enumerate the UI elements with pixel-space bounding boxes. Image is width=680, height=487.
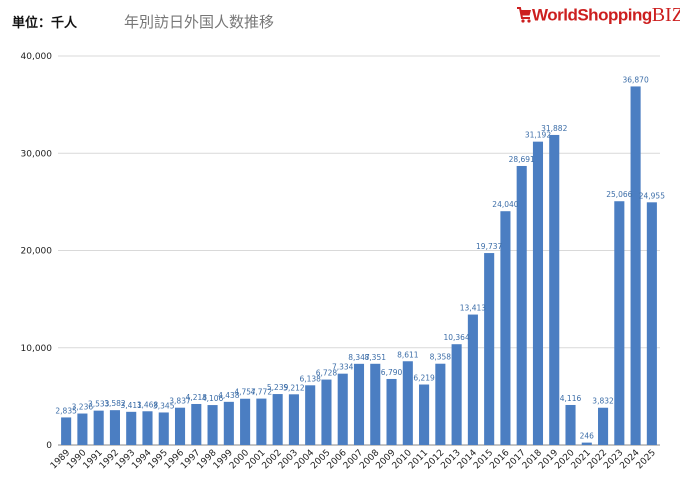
data-label-2019: 31,882 [541, 124, 567, 133]
data-label-2020: 4,116 [560, 394, 582, 403]
bar-2012 [435, 363, 446, 445]
bar-1997 [191, 403, 202, 445]
bar-2015 [484, 253, 495, 445]
bar-2021 [581, 442, 592, 445]
data-label-2005: 6,728 [316, 369, 338, 378]
x-axis: 1989199019911992199319941995199619971998… [49, 448, 658, 471]
data-label-2015: 19,737 [476, 242, 502, 251]
data-label-2006: 7,334 [332, 363, 354, 372]
data-label-2024: 36,870 [622, 75, 648, 84]
bar-2025 [646, 202, 657, 445]
data-label-2008: 8,351 [365, 353, 387, 362]
data-label-1992: 3,582 [104, 399, 126, 408]
data-label-2011: 6,219 [413, 374, 435, 383]
data-label-2001: 4,772 [251, 388, 273, 397]
bar-2007 [353, 363, 365, 445]
data-label-1991: 3,533 [88, 400, 110, 409]
y-tick-label: 20,000 [21, 247, 53, 257]
bar-1995 [158, 412, 169, 445]
bar-2000 [240, 398, 251, 445]
data-label-1993: 3,411 [120, 401, 142, 410]
bar-2006 [337, 373, 348, 445]
y-axis: 0 10,000 20,000 30,000 40,000 [21, 52, 53, 451]
data-label-2021: 246 [580, 432, 595, 441]
bar-2008 [370, 363, 381, 445]
bar-1991 [93, 410, 104, 445]
bar-1996 [174, 407, 186, 445]
bar-2004 [305, 385, 316, 445]
data-label-1995: 3,345 [153, 401, 175, 410]
data-label-1999: 4,438 [218, 391, 240, 400]
data-label-1990: 3,236 [72, 403, 94, 412]
unit-label: 単位：千人 [12, 16, 78, 31]
bar-2017 [516, 165, 527, 445]
data-label-2003: 5,212 [283, 383, 305, 392]
data-label-1989: 2,835 [55, 406, 77, 415]
data-label-2012: 8,358 [430, 353, 452, 362]
brand-logo: WorldShoppingBIZ [516, 4, 680, 32]
bar-1989 [61, 417, 72, 445]
y-tick-label: 0 [46, 441, 52, 451]
bar-1994 [142, 411, 153, 445]
bar-2019 [549, 134, 560, 445]
bar-1999 [223, 401, 234, 445]
bar-1990 [77, 413, 88, 445]
data-label-2025: 24,955 [639, 191, 665, 200]
data-label-2016: 24,040 [492, 200, 518, 209]
bar-2022 [598, 407, 609, 445]
cart-icon [516, 5, 532, 27]
bar-2003 [288, 394, 299, 445]
data-label-2013: 10,364 [443, 333, 469, 342]
data-label-2009: 6,790 [381, 368, 403, 377]
data-labels: 2,8353,2363,5333,5823,4113,4683,3453,837… [55, 75, 665, 440]
y-tick-label: 40,000 [21, 52, 53, 62]
bar-2016 [500, 211, 511, 445]
data-label-2000: 4,757 [234, 388, 256, 397]
bars [61, 86, 657, 446]
y-tick-label: 10,000 [21, 344, 53, 354]
data-label-2022: 3,832 [592, 397, 614, 406]
chart-title: 年別訪日外国人数推移 [124, 13, 275, 31]
data-label-1994: 3,468 [137, 400, 159, 409]
bar-2011 [419, 384, 430, 445]
bar-2023 [614, 201, 625, 445]
bar-2001 [256, 398, 267, 445]
data-label-2017: 28,691 [509, 155, 535, 164]
data-label-2007: 8,347 [348, 353, 370, 362]
data-label-1997: 4,218 [186, 393, 208, 402]
bar-2013 [451, 344, 462, 445]
bar-2024 [630, 86, 641, 446]
data-label-2014: 13,413 [460, 304, 486, 313]
bar-2010 [402, 361, 413, 445]
bar-1993 [126, 411, 137, 445]
bar-2014 [467, 314, 478, 445]
bar-2005 [321, 379, 332, 445]
data-label-2010: 8,611 [397, 350, 419, 359]
bar-2020 [565, 404, 576, 445]
data-label-2018: 31,192 [525, 131, 551, 140]
data-label-1998: 4,106 [202, 394, 224, 403]
data-label-1996: 3,837 [169, 397, 191, 406]
data-label-2002: 5,239 [267, 383, 289, 392]
bar-1992 [109, 410, 120, 445]
bar-2018 [532, 141, 544, 445]
bar-2002 [272, 394, 283, 445]
data-label-2004: 6,138 [299, 374, 321, 383]
bar-2009 [386, 378, 397, 445]
logo-suffix: BIZ [651, 4, 680, 26]
bar-1998 [207, 405, 218, 445]
y-tick-label: 30,000 [21, 149, 53, 159]
data-label-2023: 25,066 [606, 190, 632, 199]
logo-word: WorldShopping [532, 5, 652, 25]
x-tick-label: 2025 [635, 448, 658, 471]
